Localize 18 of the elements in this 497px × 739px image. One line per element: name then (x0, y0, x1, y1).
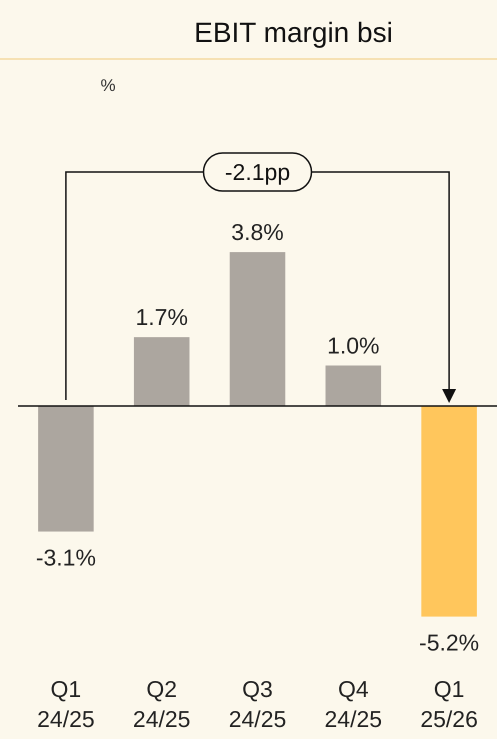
data-label: 1.7% (135, 304, 188, 330)
x-tick-label: Q3 24/25 (228, 676, 286, 732)
data-label: 1.0% (327, 332, 380, 358)
bar (326, 366, 382, 406)
x-tick-label: Q2 24/25 (132, 676, 190, 732)
data-label: -3.1% (36, 544, 96, 571)
bar (230, 252, 286, 406)
bar (134, 337, 190, 406)
data-label: -5.2% (419, 630, 480, 656)
x-tick-label: Q4 24/25 (324, 676, 382, 732)
data-label: 3.8% (231, 219, 284, 246)
text: -2.1pp (224, 159, 290, 185)
bar (421, 406, 477, 617)
bar (38, 406, 94, 532)
x-tick-label: Q1 24/25 (37, 676, 95, 732)
text: % (100, 76, 116, 95)
x-tick-label: Q1 25/26 (420, 676, 478, 732)
chart-title: EBIT margin bsi (194, 17, 393, 48)
